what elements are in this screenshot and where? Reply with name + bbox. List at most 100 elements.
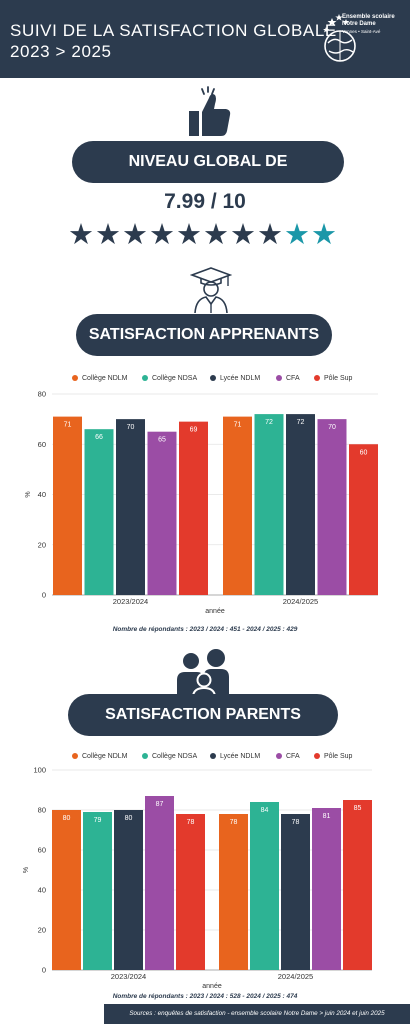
bar-value-label: 65 <box>158 437 166 444</box>
y-tick-label: 20 <box>38 540 46 549</box>
bar-value-label: 85 <box>354 805 362 812</box>
rating-star: ★ <box>230 219 256 251</box>
header-banner: SUIVI DE LA SATISFACTION GLOBALE 2023 > … <box>0 0 410 78</box>
legend-swatch <box>142 374 148 381</box>
page-title-line2: 2023 > 2025 <box>10 42 112 61</box>
bar-value-label: 81 <box>323 813 331 820</box>
legend-label: Collège NDSA <box>152 753 198 760</box>
rating-star: ★ <box>68 219 94 251</box>
page-title-line1: SUIVI DE LA SATISFACTION GLOBALE <box>10 21 337 40</box>
apprenants-chart: Collège NDLM Collège NDSA Lycée NDLM CFA Pôl… <box>0 372 410 644</box>
x-tick-label: 2023/2024 <box>113 597 148 606</box>
y-tick-label: 20 <box>38 926 46 935</box>
family-icon <box>177 649 229 696</box>
legend-label: Collège NDLM <box>82 753 128 760</box>
rating-star: ★ <box>284 219 310 251</box>
rating-star: ★ <box>203 219 229 251</box>
logo-text-line3: Vannes • Saint-Avé <box>342 29 381 34</box>
x-axis-label: année <box>205 608 225 615</box>
legend-swatch <box>276 752 282 759</box>
bar <box>83 812 112 970</box>
legend-item: CFA <box>276 374 300 384</box>
legend-item: Collège NDLM <box>72 752 128 762</box>
y-tick-label: 60 <box>38 846 46 855</box>
bar-value-label: 70 <box>328 424 336 431</box>
global-satisfaction-title: NIVEAU GLOBAL DE SATISFACTION <box>72 141 344 212</box>
bar-value-label: 78 <box>187 819 195 826</box>
bar <box>145 796 174 970</box>
sources-footer: Sources : enquêtes de satisfaction - ens… <box>104 1004 410 1024</box>
bar-value-label: 66 <box>95 434 103 441</box>
legend-swatch <box>314 752 320 759</box>
graduate-icon <box>190 267 232 314</box>
y-tick-label: 80 <box>38 390 46 399</box>
bar-value-label: 78 <box>230 819 238 826</box>
legend-swatch <box>142 752 148 759</box>
legend-label: Lycée NDLM <box>220 753 261 760</box>
legend-label: Collège NDLM <box>82 375 128 382</box>
apprenants-chart-svg: 0 20 40 60 80% 71 66 70 65 69 2023/2024 71 72 72 70 60 2… <box>25 390 378 615</box>
bar <box>343 800 372 970</box>
x-tick-label: 2023/2024 <box>111 972 146 981</box>
thumbs-up-icon <box>189 86 231 136</box>
legend-label: Pôle Sup <box>324 753 353 760</box>
x-tick-label: 2024/2025 <box>278 972 313 981</box>
bar <box>114 810 143 970</box>
y-axis-label: % <box>25 491 32 497</box>
y-tick-label: 40 <box>38 490 46 499</box>
x-axis-label: année <box>202 983 222 990</box>
rating-star: ★ <box>149 219 175 251</box>
bar <box>147 431 177 595</box>
bar-value-label: 60 <box>360 449 368 456</box>
global-score: 7.99 / 10 <box>164 190 246 213</box>
bar <box>176 814 205 970</box>
legend-label: Pôle Sup <box>324 375 353 382</box>
legend-item: Lycée NDLM <box>210 374 260 384</box>
legend-label: CFA <box>286 375 300 382</box>
legend-item: Lycée NDLM <box>210 752 260 762</box>
bar-value-label: 84 <box>261 807 269 814</box>
legend-swatch <box>210 374 216 381</box>
bar <box>179 421 208 595</box>
bar-value-label: 79 <box>94 817 102 824</box>
rating-star: ★ <box>257 219 283 251</box>
bar <box>84 429 114 595</box>
bar-value-label: 72 <box>297 419 305 426</box>
legend-item: CFA <box>276 752 300 762</box>
bar-value-label: 71 <box>64 422 72 429</box>
bar-value-label: 70 <box>127 424 135 431</box>
bar-value-label: 78 <box>292 819 300 826</box>
bar-value-label: 80 <box>125 815 133 822</box>
legend-item: Pôle Sup <box>314 374 352 384</box>
page-title: SUIVI DE LA SATISFACTION GLOBALE 2023 > … <box>10 20 337 62</box>
y-tick-label: 40 <box>38 886 46 895</box>
logo-text-line2: Notre Dame <box>342 21 376 27</box>
apprenants-title: SATISFACTION APPRENANTS <box>76 314 332 356</box>
bar <box>317 419 347 595</box>
bar <box>116 419 145 595</box>
bar <box>312 808 341 970</box>
bar <box>254 414 284 595</box>
bar-value-label: 72 <box>265 419 273 426</box>
y-tick-label: 0 <box>42 591 46 600</box>
bar <box>250 802 279 970</box>
x-tick-label: 2024/2025 <box>283 597 318 606</box>
legend-label: Lycée NDLM <box>220 375 261 382</box>
bar-value-label: 87 <box>156 801 164 808</box>
bar-value-label: 80 <box>63 815 71 822</box>
bar-value-label: 69 <box>190 427 198 434</box>
legend-label: CFA <box>286 753 300 760</box>
legend-item: Pôle Sup <box>314 752 352 762</box>
parents-chart-svg: 0 20 40 60 80 100% 80 79 80 87 78 2023/2024 78 84 78 81… <box>23 766 372 990</box>
logo-text-line1: Ensemble scolaire <box>342 14 395 20</box>
bar <box>52 810 81 970</box>
legend-swatch <box>210 752 216 759</box>
school-logo-icon <box>323 14 356 62</box>
rating-star: ★ <box>176 219 202 251</box>
y-tick-label: 60 <box>38 440 46 449</box>
logo-text: Ensemble scolaire Notre Dame Vannes • Sa… <box>342 14 395 35</box>
bar <box>223 416 252 595</box>
parents-chart: Collège NDLM Collège NDSA Lycée NDLM CFA Pôl… <box>0 750 410 998</box>
y-tick-label: 80 <box>38 806 46 815</box>
legend-item: Collège NDSA <box>142 752 197 762</box>
